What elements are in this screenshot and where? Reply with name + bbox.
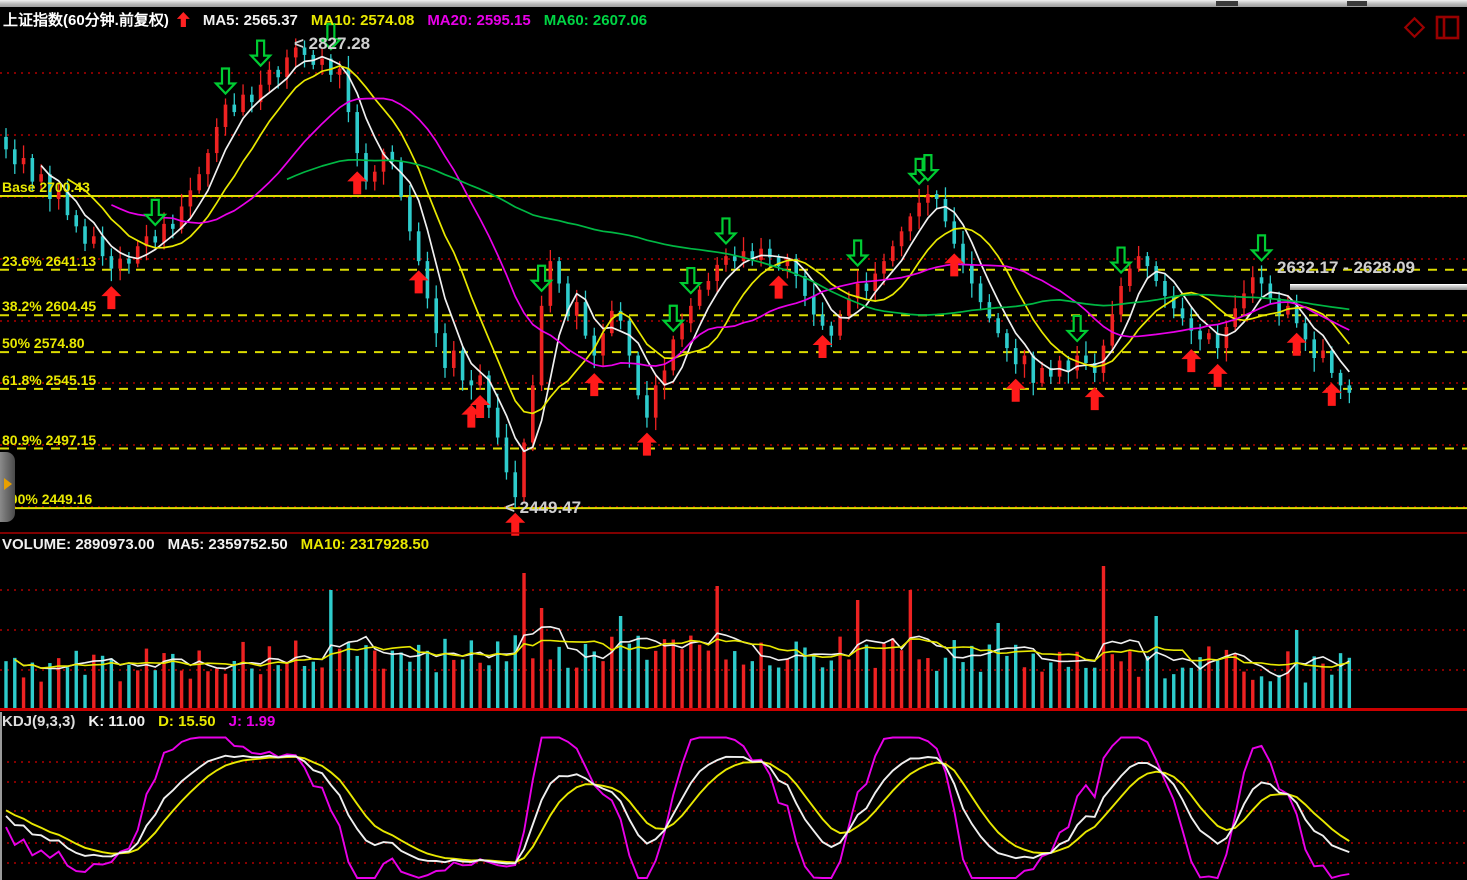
buy-arrow-icon bbox=[944, 253, 965, 277]
buy-arrow-icon bbox=[812, 334, 833, 358]
ma10-value: MA10: 2574.08 bbox=[310, 12, 415, 29]
ma-overlays bbox=[40, 55, 1350, 453]
sell-arrow-icon bbox=[1108, 246, 1134, 275]
volume-pane-header: VOLUME: 2890973.00 MA5: 2359752.50 MA10: 2… bbox=[2, 536, 442, 553]
kdj-d-value: D: 15.50 bbox=[158, 713, 216, 730]
low-annotation: < 2449.47 bbox=[505, 498, 582, 517]
sell-arrow-icon bbox=[915, 154, 940, 182]
ma-line-MA10 bbox=[67, 65, 1350, 415]
buy-arrow-icon bbox=[1181, 349, 1202, 373]
ma-line-MA20 bbox=[111, 97, 1350, 368]
sell-arrow-icon bbox=[318, 23, 343, 51]
volume-ma-lines bbox=[14, 625, 1350, 678]
ma-line-MA5 bbox=[40, 55, 1350, 453]
buy-arrow-icon bbox=[1286, 332, 1307, 356]
sell-arrow-icon bbox=[213, 67, 238, 96]
sell-arrow-icon bbox=[845, 239, 870, 268]
fib-level-label: 23.6% 2641.13 bbox=[2, 252, 97, 269]
volume-ma5-value: MA5: 2359752.50 bbox=[167, 536, 288, 553]
high-annotation: < 2827.28 bbox=[294, 34, 371, 53]
fib-level-label: 61.8% 2545.15 bbox=[2, 371, 97, 388]
buy-arrow-icon bbox=[636, 432, 657, 456]
buy-arrow-icon bbox=[470, 394, 491, 418]
volume-ma-line bbox=[14, 638, 1350, 669]
titlebar-notch bbox=[1347, 1, 1367, 6]
symbol-title: 上证指数(60分钟.前复权) bbox=[3, 12, 169, 29]
fib-level-label: 50% 2574.80 bbox=[2, 335, 85, 352]
buy-arrow-icon bbox=[1321, 382, 1342, 406]
ma-line-MA60 bbox=[286, 158, 1350, 316]
divider-handle[interactable] bbox=[1290, 284, 1467, 290]
kdj-pane-header: KDJ(9,3,3) K: 11.00 D: 15.50 J: 1.99 bbox=[2, 713, 288, 730]
kdj-title: KDJ(9,3,3) bbox=[2, 713, 76, 730]
sell-arrow-icon bbox=[143, 198, 168, 227]
sell-arrow-icon bbox=[713, 217, 739, 246]
ma5-value: MA5: 2565.37 bbox=[202, 12, 298, 29]
main-pane-header: 上证指数(60分钟.前复权) MA5: 2565.37 MA10: 2574.08 M… bbox=[3, 9, 660, 30]
titlebar-notch bbox=[1216, 1, 1238, 6]
buy-arrow-icon bbox=[408, 270, 429, 294]
kdj-j-value: J: 1.99 bbox=[228, 713, 276, 730]
fib-lines bbox=[0, 195, 1467, 510]
kdj-grid bbox=[0, 761, 1467, 864]
ma60-value: MA60: 2607.06 bbox=[543, 12, 648, 29]
fib-level-label: 100% 2449.16 bbox=[2, 491, 93, 508]
fib-level-label: Base 2700.43 bbox=[2, 179, 90, 195]
buy-arrow-icon bbox=[768, 275, 789, 299]
sell-arrow-icon bbox=[678, 266, 703, 295]
kdj-k-line bbox=[5, 754, 1350, 865]
sell-arrow-icon bbox=[661, 304, 686, 333]
window-corner-icons bbox=[1402, 14, 1461, 40]
fib-level-label: 38.2% 2604.45 bbox=[2, 298, 97, 315]
pane-left-edge bbox=[0, 712, 2, 880]
volume-ma10-value: MA10: 2317928.50 bbox=[300, 536, 430, 553]
window-titlebar[interactable] bbox=[0, 0, 1467, 7]
main-grid bbox=[0, 72, 1467, 508]
sell-arrow-icon bbox=[1249, 234, 1274, 263]
sell-arrow-icon bbox=[248, 39, 273, 68]
buy-arrow-icon bbox=[505, 512, 526, 536]
left-panel-handle[interactable] bbox=[0, 452, 15, 522]
buy-arrow-icon bbox=[347, 171, 368, 195]
kdj-j-line bbox=[5, 736, 1350, 880]
ma20-value: MA20: 2595.15 bbox=[427, 12, 531, 29]
volume-value: VOLUME: 2890973.00 bbox=[2, 536, 155, 553]
kdj-k-value: K: 11.00 bbox=[88, 713, 146, 730]
diamond-icon[interactable] bbox=[1402, 14, 1426, 40]
sell-arrow-icon bbox=[529, 264, 554, 293]
signal-arrows bbox=[101, 23, 1342, 536]
buy-arrow-icon bbox=[1084, 387, 1105, 411]
buy-arrow-icon bbox=[101, 286, 122, 310]
candlestick-series bbox=[4, 38, 1352, 508]
expand-arrow-icon bbox=[4, 478, 12, 490]
sell-arrow-icon bbox=[1065, 314, 1090, 343]
kdj-d-line bbox=[5, 755, 1350, 864]
fib-level-label: 80.9% 2497.15 bbox=[2, 431, 97, 448]
buy-arrow-icon bbox=[584, 373, 605, 397]
volume-bars bbox=[4, 566, 1352, 708]
buy-arrow-icon bbox=[1005, 378, 1026, 402]
split-window-icon[interactable] bbox=[1435, 14, 1461, 40]
buy-arrow-icon bbox=[1207, 363, 1228, 387]
kdj-lines bbox=[5, 736, 1350, 880]
up-arrow-icon bbox=[176, 12, 190, 27]
gap-annotation: 2632.17 - 2628.09 bbox=[1277, 258, 1416, 277]
